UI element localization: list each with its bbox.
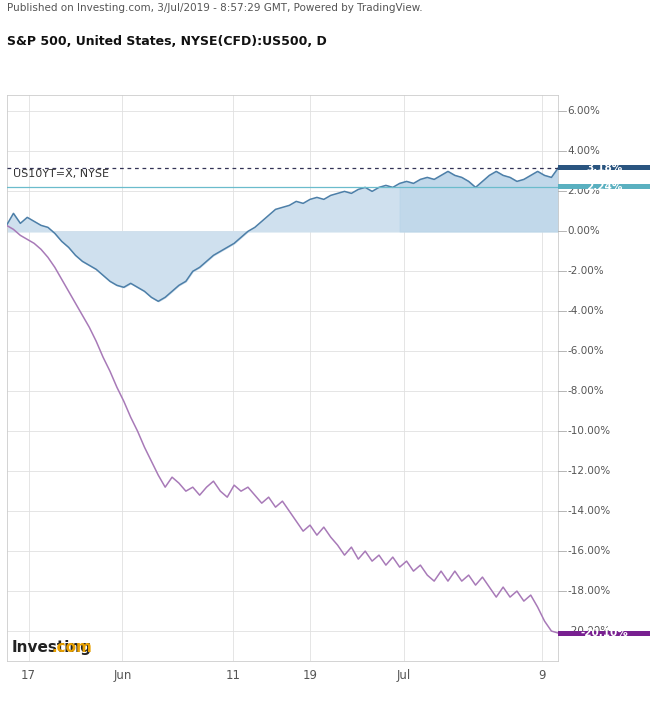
- Text: 9: 9: [538, 669, 545, 682]
- FancyBboxPatch shape: [558, 631, 650, 636]
- Text: 4.00%: 4.00%: [567, 146, 600, 156]
- Text: 17: 17: [21, 669, 36, 682]
- Text: -6.00%: -6.00%: [567, 346, 604, 356]
- Text: 6.00%: 6.00%: [567, 107, 600, 117]
- Text: -20.00%: -20.00%: [567, 626, 611, 636]
- Text: -12.00%: -12.00%: [567, 466, 611, 477]
- Text: 3.18%: 3.18%: [586, 163, 622, 173]
- Text: -16.00%: -16.00%: [567, 546, 611, 556]
- Text: 2.24%: 2.24%: [586, 182, 622, 192]
- Text: -2.00%: -2.00%: [567, 267, 604, 276]
- Text: 11: 11: [225, 669, 240, 682]
- Text: -10.00%: -10.00%: [567, 426, 611, 436]
- Text: 0.00%: 0.00%: [567, 226, 600, 236]
- Text: Jul: Jul: [396, 669, 411, 682]
- Text: Published on Investing.com, 3/Jul/2019 - 8:57:29 GMT, Powered by TradingView.: Published on Investing.com, 3/Jul/2019 -…: [7, 4, 422, 13]
- Text: S&P 500, United States, NYSE(CFD):US500, D: S&P 500, United States, NYSE(CFD):US500,…: [7, 35, 326, 48]
- Text: .com: .com: [52, 640, 93, 655]
- Text: -4.00%: -4.00%: [567, 306, 604, 316]
- FancyBboxPatch shape: [558, 165, 650, 170]
- Text: -20.10%: -20.10%: [580, 628, 628, 638]
- Text: Jun: Jun: [113, 669, 132, 682]
- Text: 19: 19: [302, 669, 317, 682]
- Text: -14.00%: -14.00%: [567, 506, 611, 516]
- Text: -8.00%: -8.00%: [567, 386, 604, 396]
- Text: -18.00%: -18.00%: [567, 586, 611, 596]
- Text: 2.00%: 2.00%: [567, 187, 600, 197]
- FancyBboxPatch shape: [558, 184, 650, 189]
- Text: Investing: Investing: [12, 640, 92, 655]
- Text: US10YT=X, NYSE: US10YT=X, NYSE: [13, 168, 109, 179]
